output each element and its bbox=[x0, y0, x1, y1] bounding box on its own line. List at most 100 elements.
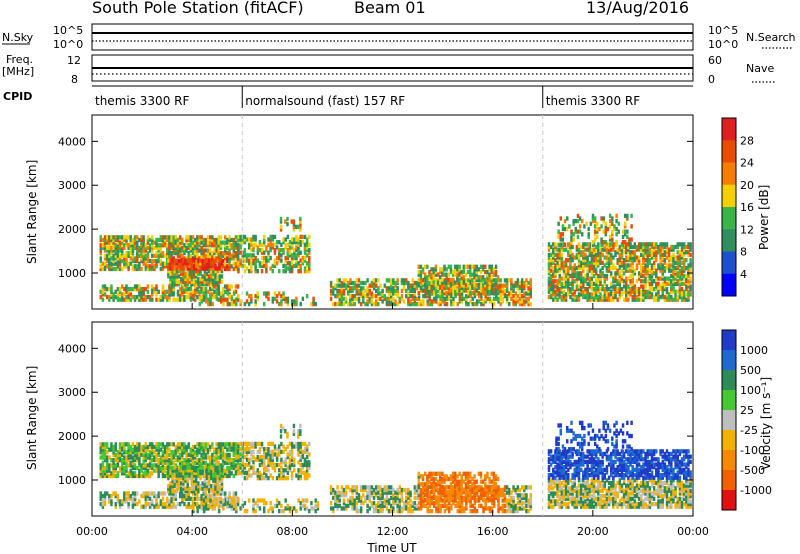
range-cell bbox=[629, 287, 632, 292]
range-cell bbox=[196, 442, 199, 447]
range-cell bbox=[118, 235, 122, 240]
range-cell bbox=[462, 288, 466, 293]
range-cell bbox=[342, 490, 346, 495]
range-cell bbox=[108, 258, 111, 264]
range-cell bbox=[217, 447, 221, 452]
range-cell bbox=[308, 460, 311, 465]
range-cell bbox=[262, 452, 266, 457]
range-cell bbox=[477, 275, 481, 280]
range-cell bbox=[667, 252, 671, 258]
range-cell bbox=[108, 465, 111, 471]
range-cell bbox=[607, 292, 611, 297]
range-cell bbox=[633, 289, 637, 294]
range-cell bbox=[237, 444, 240, 449]
range-cell bbox=[146, 294, 150, 300]
range-cell bbox=[153, 491, 156, 496]
range-cell bbox=[588, 281, 591, 287]
range-cell bbox=[592, 255, 596, 260]
range-cell bbox=[185, 240, 188, 245]
range-cell bbox=[123, 491, 126, 496]
range-cell bbox=[172, 496, 175, 501]
colorbar-tick-label: 16 bbox=[740, 201, 754, 214]
range-cell bbox=[332, 487, 335, 493]
range-cell bbox=[405, 278, 408, 283]
range-cell bbox=[428, 299, 432, 304]
range-cell bbox=[140, 452, 143, 458]
range-cell bbox=[552, 271, 555, 276]
range-cell bbox=[129, 473, 133, 479]
range-cell bbox=[269, 255, 272, 261]
range-cell bbox=[558, 255, 561, 260]
range-cell bbox=[112, 444, 115, 450]
range-cell bbox=[161, 458, 165, 463]
range-cell bbox=[108, 496, 111, 501]
range-cell bbox=[290, 473, 294, 478]
range-cell bbox=[280, 253, 283, 258]
range-cell bbox=[222, 498, 225, 503]
range-cell bbox=[520, 286, 524, 291]
range-cell bbox=[214, 269, 217, 274]
range-cell bbox=[575, 279, 579, 284]
range-cell bbox=[682, 297, 686, 302]
range-cell bbox=[465, 294, 468, 299]
range-cell bbox=[187, 501, 190, 507]
range-cell bbox=[288, 468, 292, 473]
range-cell bbox=[486, 286, 490, 291]
range-cell bbox=[127, 264, 130, 269]
range-cell bbox=[187, 245, 190, 251]
range-cell bbox=[216, 468, 219, 473]
range-cell bbox=[197, 258, 200, 263]
range-cell bbox=[232, 266, 236, 272]
range-cell bbox=[273, 263, 277, 269]
range-cell bbox=[462, 286, 466, 291]
range-cell bbox=[280, 503, 283, 508]
range-cell bbox=[112, 468, 115, 473]
range-cell bbox=[129, 243, 133, 248]
range-cell bbox=[116, 496, 120, 501]
range-cell bbox=[588, 260, 591, 265]
range-cell bbox=[232, 251, 236, 256]
range-cell bbox=[275, 255, 279, 261]
range-cell bbox=[599, 287, 602, 292]
range-cell bbox=[103, 240, 107, 245]
range-cell bbox=[610, 260, 613, 265]
range-cell bbox=[205, 506, 208, 511]
range-cell bbox=[168, 253, 171, 258]
range-cell bbox=[652, 260, 656, 265]
range-cell bbox=[211, 455, 214, 460]
range-cell bbox=[631, 252, 634, 258]
range-cell bbox=[190, 470, 194, 476]
range-cell bbox=[512, 283, 515, 288]
range-cell bbox=[232, 506, 236, 511]
range-cell bbox=[284, 219, 287, 224]
range-cell bbox=[308, 508, 311, 514]
range-cell bbox=[349, 280, 352, 286]
range-cell bbox=[217, 251, 221, 256]
range-cell bbox=[271, 245, 275, 250]
range-cell bbox=[682, 294, 686, 300]
range-cell bbox=[245, 441, 249, 447]
range-cell bbox=[608, 242, 612, 247]
range-cell bbox=[594, 276, 598, 281]
range-cell bbox=[359, 291, 363, 296]
range-cell bbox=[303, 462, 307, 468]
range-cell bbox=[271, 234, 275, 240]
range-cell bbox=[557, 221, 560, 226]
range-cell bbox=[567, 252, 570, 258]
range-cell bbox=[183, 447, 186, 452]
range-cell bbox=[171, 282, 174, 287]
range-cell bbox=[221, 455, 225, 460]
range-cell bbox=[180, 489, 183, 494]
range-cell bbox=[282, 250, 285, 255]
range-cell bbox=[101, 245, 105, 251]
range-cell bbox=[133, 458, 137, 463]
range-cell bbox=[148, 501, 152, 507]
range-cell bbox=[216, 481, 219, 486]
range-cell bbox=[146, 452, 150, 458]
range-cell bbox=[190, 282, 194, 287]
range-cell bbox=[171, 465, 174, 470]
range-cell bbox=[428, 272, 431, 277]
range-cell bbox=[217, 463, 221, 468]
range-cell bbox=[316, 501, 320, 506]
range-cell bbox=[458, 288, 461, 293]
